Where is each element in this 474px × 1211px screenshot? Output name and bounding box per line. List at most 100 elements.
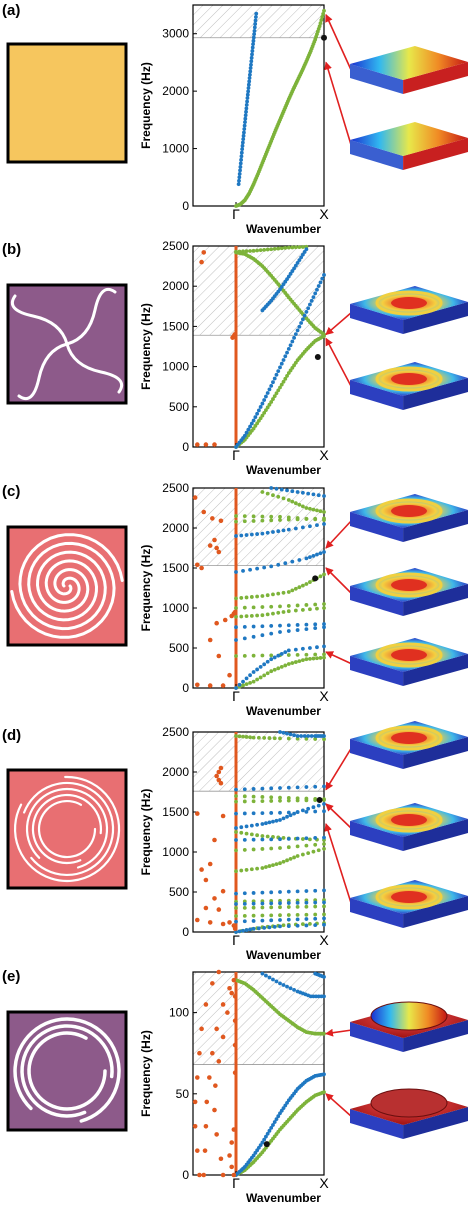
data-point — [308, 921, 312, 926]
data-point — [322, 809, 326, 814]
data-point — [304, 912, 309, 917]
data-point — [300, 525, 305, 530]
data-point — [216, 769, 222, 775]
data-point — [251, 605, 256, 610]
data-point — [322, 655, 326, 660]
data-point — [308, 646, 312, 650]
data-point — [262, 411, 267, 415]
data-point — [260, 890, 265, 895]
data-point — [213, 1083, 218, 1088]
data-point — [214, 773, 219, 779]
mode-shape-3d — [350, 362, 468, 410]
data-point — [244, 928, 249, 932]
data-point — [260, 901, 265, 906]
data-point — [283, 354, 288, 359]
y-tick-label: 2000 — [162, 279, 189, 293]
data-point — [286, 629, 291, 633]
data-point — [260, 490, 265, 494]
data-point — [234, 794, 238, 798]
data-point — [286, 810, 291, 815]
data-point — [244, 533, 249, 537]
data-point — [311, 994, 316, 999]
data-point — [322, 1090, 326, 1095]
data-point — [278, 518, 282, 522]
data-point — [204, 1099, 210, 1105]
bandgap-region — [193, 972, 324, 1065]
data-point — [285, 814, 289, 819]
data-point — [239, 154, 244, 159]
data-point — [316, 493, 321, 498]
data-point — [300, 837, 305, 841]
data-point — [311, 507, 316, 512]
data-point — [241, 133, 246, 138]
data-point — [269, 564, 274, 569]
data-point — [286, 604, 291, 608]
data-point — [274, 391, 279, 396]
data-point — [322, 994, 326, 999]
data-point — [264, 1134, 268, 1139]
ring-slit — [27, 1031, 107, 1111]
data-point — [260, 613, 265, 618]
data-point — [295, 923, 300, 928]
data-point — [271, 592, 275, 597]
data-point — [251, 847, 256, 852]
data-point — [243, 116, 248, 121]
y-tick-label: 50 — [176, 1087, 190, 1101]
data-point — [256, 926, 261, 931]
data-point — [255, 248, 260, 253]
data-point — [249, 532, 254, 537]
mode-shape-3d — [350, 880, 468, 928]
data-point — [304, 917, 309, 921]
data-point — [249, 62, 253, 67]
ring-feature — [375, 498, 443, 524]
data-point — [304, 809, 309, 814]
data-point — [278, 623, 282, 628]
data-point — [216, 549, 222, 555]
data-point — [255, 594, 260, 599]
data-point — [278, 514, 282, 519]
data-point — [267, 864, 272, 868]
data-point — [278, 730, 282, 734]
data-point — [260, 795, 265, 799]
data-point — [255, 822, 260, 827]
data-point — [281, 610, 286, 614]
data-point — [286, 845, 291, 850]
plate-side-face — [403, 1107, 468, 1139]
data-point — [297, 659, 302, 664]
data-point — [265, 247, 270, 252]
data-point — [313, 622, 318, 627]
data-point — [260, 413, 265, 418]
data-point — [316, 284, 321, 288]
data-point — [304, 622, 309, 627]
data-point — [276, 246, 281, 251]
data-point — [203, 1123, 209, 1129]
data-point — [260, 811, 265, 816]
data-point — [239, 150, 244, 155]
data-point — [216, 907, 222, 912]
data-point — [278, 630, 282, 634]
data-point — [207, 543, 213, 548]
ring-feature — [375, 807, 443, 833]
data-point — [242, 514, 247, 519]
data-point — [306, 491, 311, 496]
data-point — [295, 889, 300, 894]
mode-arrow — [325, 519, 353, 549]
data-point — [318, 656, 323, 660]
data-point — [238, 165, 243, 169]
mode-shape-3d — [350, 1088, 468, 1139]
data-point — [262, 398, 267, 402]
data-point — [300, 504, 305, 509]
y-tick-label: 0 — [182, 681, 189, 695]
data-point — [262, 736, 267, 740]
data-point — [269, 913, 274, 918]
data-point — [249, 867, 254, 872]
data-point — [290, 269, 295, 273]
data-point — [229, 1164, 234, 1170]
mode-arrow — [325, 1093, 353, 1118]
mode-arrow — [325, 746, 353, 791]
data-point — [297, 258, 302, 263]
data-point — [255, 677, 260, 682]
data-point — [269, 846, 274, 851]
plate-side-face — [403, 896, 468, 928]
